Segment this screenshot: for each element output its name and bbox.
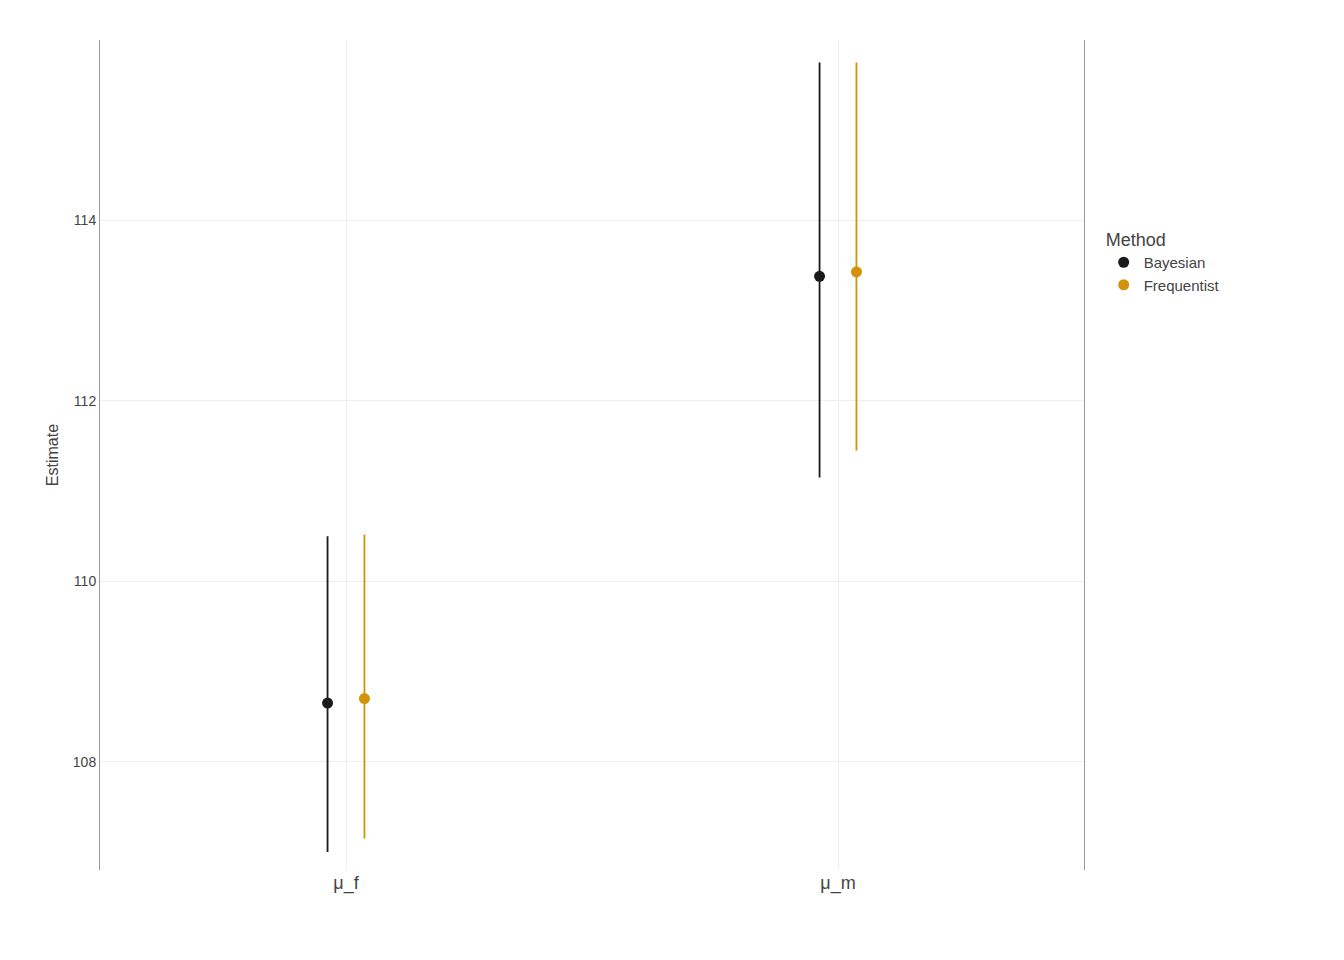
svg-text:112: 112: [74, 393, 97, 409]
svg-text:Estimate: Estimate: [44, 424, 61, 486]
svg-text:108: 108: [73, 754, 97, 770]
svg-text:114: 114: [74, 212, 97, 228]
svg-text:Frequentist: Frequentist: [1144, 277, 1220, 294]
svg-text:μ_f: μ_f: [333, 873, 359, 894]
svg-text:110: 110: [74, 573, 97, 589]
svg-text:Bayesian: Bayesian: [1144, 254, 1206, 271]
svg-text:μ_m: μ_m: [820, 873, 855, 894]
svg-text:Method: Method: [1106, 230, 1166, 250]
